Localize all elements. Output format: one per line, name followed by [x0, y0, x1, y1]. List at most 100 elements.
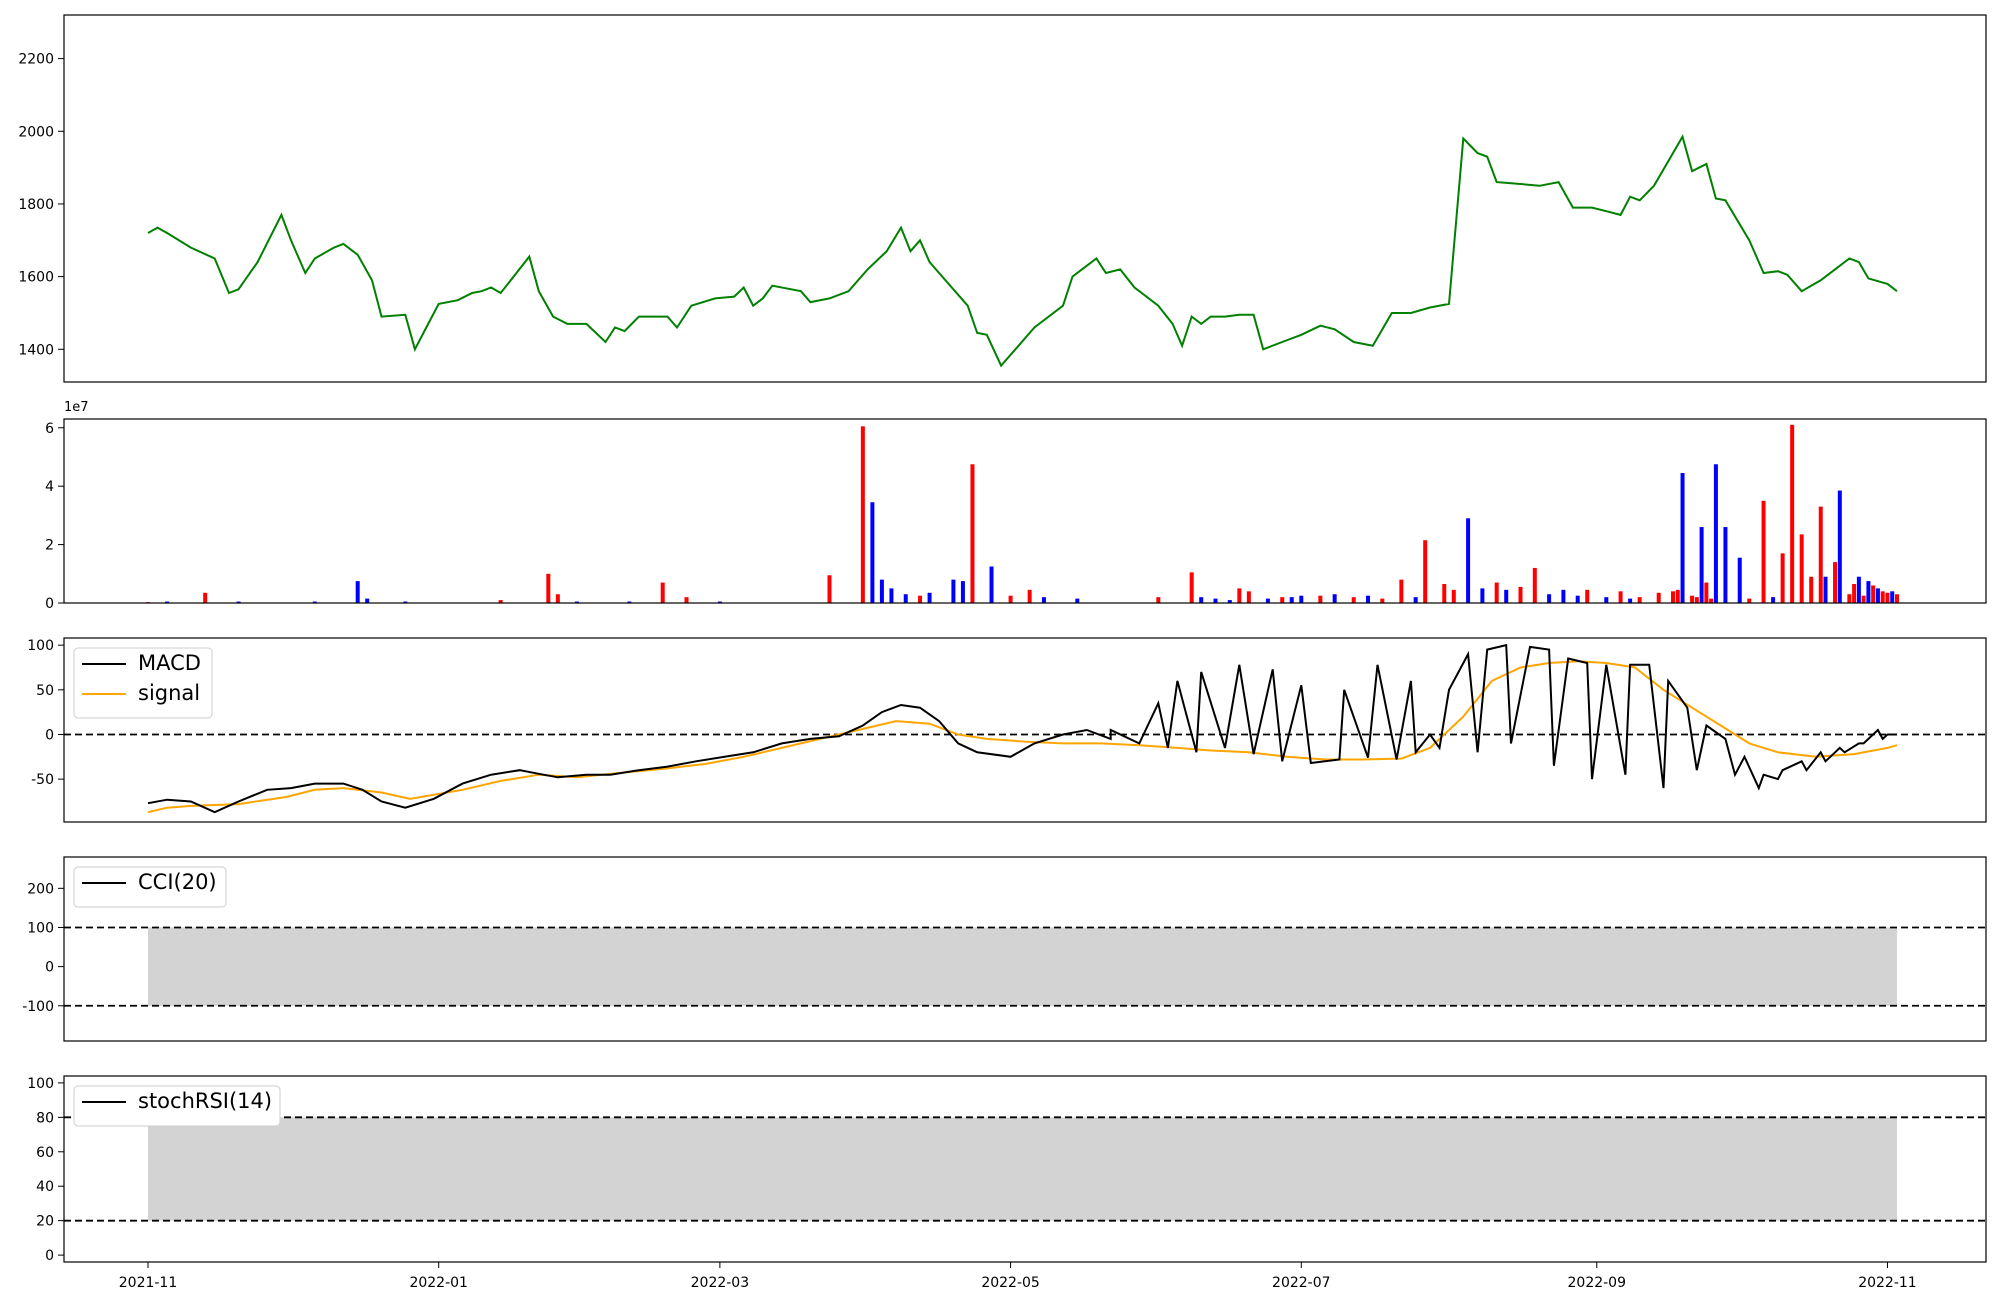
volume-bar-up [1423, 540, 1428, 603]
macd-panel: -50 0 50 100 MACD signal [27, 637, 1987, 823]
macd-ytick-label: 100 [27, 638, 54, 654]
volume-bar-down [951, 579, 956, 603]
volume-bar-up [498, 600, 503, 603]
volume-bar-up [1809, 576, 1814, 603]
volume-bar-up [555, 594, 560, 603]
volume-bar-down [1504, 589, 1509, 603]
volume-bar-up [1027, 589, 1032, 603]
volume-bar-up [1761, 500, 1766, 603]
volume-bar-down [1723, 527, 1728, 603]
volume-bar-down [1547, 594, 1552, 603]
volume-bar-down [889, 588, 894, 603]
volume-bar-down [927, 592, 932, 603]
volume-bar-up [1442, 584, 1447, 603]
volume-bar-down [1604, 597, 1609, 603]
volume-bar-down [1823, 576, 1828, 603]
price-ytick-label: 2200 [18, 52, 54, 68]
volume-bar-down [1575, 595, 1580, 603]
price-ytick-label: 1400 [18, 342, 54, 358]
macd-legend-label: signal [138, 681, 200, 705]
volume-bar-down [165, 601, 170, 603]
volume-bar-up [1237, 588, 1242, 603]
volume-ytick-label: 0 [45, 596, 54, 612]
volume-bar-down [1299, 595, 1304, 603]
volume-bar-up [970, 464, 975, 603]
volume-bar-down [903, 594, 908, 603]
cci-ytick-label: 100 [27, 920, 54, 936]
cci-legend-box [73, 866, 227, 908]
volume-bar-up [1880, 591, 1885, 603]
volume-bar-down [312, 601, 317, 603]
volume-bar-up [1690, 595, 1695, 603]
macd-line [147, 643, 1897, 814]
volume-bar-up [1451, 589, 1456, 603]
stochrsi-band [148, 1117, 1897, 1221]
volume-bar-up [1399, 579, 1404, 603]
volume-bar-up [1895, 594, 1899, 603]
volume-bar-down [1265, 598, 1270, 603]
volume-bar-up [1280, 597, 1285, 603]
volume-ytick-label: 6 [45, 421, 54, 437]
volume-bar-up [660, 582, 665, 603]
price-ytick-label: 2000 [18, 124, 54, 140]
volume-bar-up [1618, 591, 1623, 603]
cci-panel: -100 0 100 200 CCI(20) [22, 856, 1987, 1042]
volume-bar-down [1680, 473, 1685, 603]
volume-bar-down [1480, 588, 1485, 603]
volume-bar-down [1075, 598, 1080, 603]
stochrsi-legend-label: stochRSI(14) [138, 1089, 272, 1113]
volume-bar-down [1837, 490, 1842, 603]
volume-bar-down [879, 579, 884, 603]
volume-bar-up [1694, 597, 1699, 603]
volume-bar-down [1199, 597, 1204, 603]
volume-bar-up [1008, 595, 1013, 603]
volume-bar-down [403, 601, 408, 603]
volume-bar-down [355, 581, 360, 603]
xtick-label: 2022-01 [409, 1275, 468, 1291]
macd-ytick-label: 50 [36, 683, 54, 699]
volume-bar-down [870, 502, 875, 603]
stochrsi-ytick-label: 20 [36, 1214, 54, 1230]
volume-bar-down [1856, 576, 1861, 603]
volume-bar-up [1585, 589, 1590, 603]
stochrsi-ytick-label: 60 [36, 1145, 54, 1161]
volume-bar-down [1699, 527, 1704, 603]
macd-ytick-label: -50 [31, 772, 54, 788]
volume-bar-down [574, 601, 579, 603]
volume-bar-down [365, 598, 370, 603]
volume-bar-up [1871, 585, 1876, 603]
cci-legend-label: CCI(20) [138, 870, 217, 894]
macd-ytick-label: 0 [45, 727, 54, 743]
volume-bar-up [1885, 592, 1890, 603]
volume-bar-up [827, 575, 832, 603]
volume-bar-down [1227, 600, 1232, 603]
volume-bar-up [1189, 572, 1194, 603]
volume-bar-up [1847, 594, 1852, 603]
volume-bar-up [1704, 582, 1709, 603]
volume-bar-up [1637, 597, 1642, 603]
volume-bar-up [684, 597, 689, 603]
volume-bar-up [546, 573, 551, 603]
price-panel: 1400 1600 1800 2000 2200 [18, 14, 1987, 383]
price-line [147, 134, 1898, 368]
volume-frame [63, 418, 1987, 604]
xtick-label: 2021-11 [119, 1275, 178, 1291]
volume-bar-up [1780, 553, 1785, 603]
volume-bar-up [1709, 598, 1714, 603]
volume-bar-up [1675, 589, 1680, 603]
price-ytick-label: 1600 [18, 270, 54, 286]
macd-legend-label: MACD [138, 651, 201, 675]
volume-bar-up [1861, 595, 1866, 603]
volume-bar-up [1380, 598, 1385, 603]
volume-bar-down [989, 566, 994, 603]
macd-frame [63, 637, 1987, 823]
volume-bar-down [1413, 597, 1418, 603]
stochrsi-frame [63, 1075, 1987, 1263]
price-ytick-label: 1800 [18, 197, 54, 213]
price-frame [63, 14, 1987, 383]
volume-bar-up [860, 426, 865, 603]
stochrsi-ytick-label: 80 [36, 1110, 54, 1126]
volume-bar-down [1213, 598, 1218, 603]
cci-ytick-label: -100 [22, 999, 54, 1015]
macd-legend: MACD signal [73, 647, 213, 719]
